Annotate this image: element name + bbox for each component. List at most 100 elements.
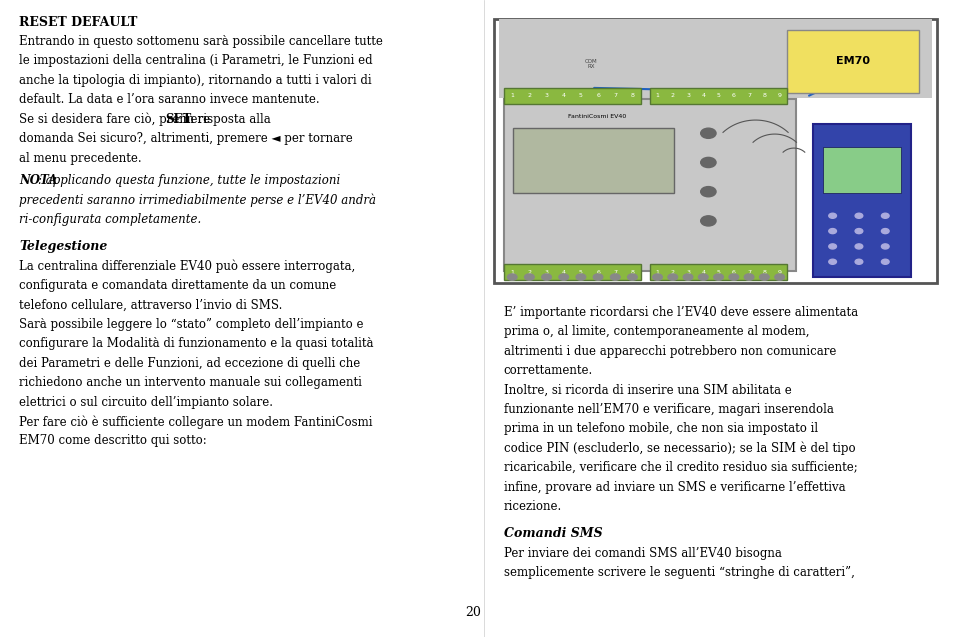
Text: 5: 5 (716, 93, 721, 98)
Circle shape (701, 187, 716, 197)
Text: codice PIN (escluderlo, se necessario); se la SIM è del tipo: codice PIN (escluderlo, se necessario); … (504, 441, 855, 455)
Circle shape (881, 259, 889, 264)
Circle shape (699, 274, 708, 280)
Text: 4: 4 (562, 93, 565, 98)
Circle shape (881, 244, 889, 249)
Text: altrimenti i due apparecchi potrebbero non comunicare: altrimenti i due apparecchi potrebbero n… (504, 345, 836, 357)
Bar (514, 128, 674, 194)
Text: in risposta alla: in risposta alla (179, 113, 271, 125)
Circle shape (524, 274, 534, 280)
Circle shape (828, 244, 836, 249)
Text: 3: 3 (686, 270, 690, 275)
Text: correttamente.: correttamente. (504, 364, 593, 377)
Text: 2: 2 (671, 93, 675, 98)
Text: 6: 6 (732, 93, 735, 98)
Circle shape (611, 274, 620, 280)
Text: semplicemente scrivere le seguenti “stringhe di caratteri”,: semplicemente scrivere le seguenti “stri… (504, 566, 854, 579)
Text: Per inviare dei comandi SMS all’EV40 bisogna: Per inviare dei comandi SMS all’EV40 bis… (504, 547, 781, 559)
Circle shape (828, 229, 836, 234)
Text: 8: 8 (762, 93, 766, 98)
Text: Inoltre, si ricorda di inserire una SIM abilitata e: Inoltre, si ricorda di inserire una SIM … (504, 383, 791, 396)
Text: 6: 6 (732, 270, 735, 275)
Circle shape (684, 274, 693, 280)
Text: le impostazioni della centralina (i Parametri, le Funzioni ed: le impostazioni della centralina (i Para… (19, 55, 372, 68)
Circle shape (855, 213, 863, 218)
Text: 7: 7 (613, 270, 617, 275)
Circle shape (653, 274, 662, 280)
Text: ricaricabile, verificare che il credito residuo sia sufficiente;: ricaricabile, verificare che il credito … (504, 461, 857, 474)
Text: anche la tipologia di impianto), ritornando a tutti i valori di: anche la tipologia di impianto), ritorna… (19, 74, 372, 87)
Text: 9: 9 (778, 270, 781, 275)
Text: : applicando questa funzione, tutte le impostazioni: : applicando questa funzione, tutte le i… (37, 174, 340, 187)
Text: 2: 2 (527, 270, 532, 275)
Bar (504, 264, 641, 280)
Text: 8: 8 (762, 270, 766, 275)
Text: 5: 5 (579, 270, 583, 275)
Text: Entrando in questo sottomenu sarà possibile cancellare tutte: Entrando in questo sottomenu sarà possib… (19, 35, 383, 48)
Text: default. La data e l’ora saranno invece mantenute.: default. La data e l’ora saranno invece … (19, 93, 320, 106)
Circle shape (541, 274, 551, 280)
Text: Per fare ciò è sufficiente collegare un modem FantiniCosmi: Per fare ciò è sufficiente collegare un … (19, 415, 372, 429)
Text: dei Parametri e delle Funzioni, ad eccezione di quelli che: dei Parametri e delle Funzioni, ad eccez… (19, 357, 360, 369)
Text: EM70: EM70 (836, 57, 870, 66)
Text: RESET DEFAULT: RESET DEFAULT (19, 16, 137, 29)
Circle shape (881, 213, 889, 218)
Text: Sarà possibile leggere lo “stato” completo dell’impianto e: Sarà possibile leggere lo “stato” comple… (19, 318, 364, 331)
Circle shape (855, 229, 863, 234)
Text: E’ importante ricordarsi che l’EV40 deve essere alimentata: E’ importante ricordarsi che l’EV40 deve… (504, 306, 857, 318)
Text: Telegestione: Telegestione (19, 240, 108, 253)
Text: 8: 8 (631, 270, 635, 275)
Bar (650, 88, 787, 104)
Text: funzionante nell’EM70 e verificare, magari inserendola: funzionante nell’EM70 e verificare, maga… (504, 403, 833, 416)
Text: prima in un telefono mobile, che non sia impostato il: prima in un telefono mobile, che non sia… (504, 422, 818, 435)
Text: 1: 1 (656, 270, 660, 275)
Bar (504, 99, 796, 271)
Text: 7: 7 (747, 93, 751, 98)
Text: ricezione.: ricezione. (504, 500, 562, 513)
Text: infine, provare ad inviare un SMS e verificarne l’effettiva: infine, provare ad inviare un SMS e veri… (504, 480, 845, 494)
Circle shape (628, 274, 637, 280)
Text: 8: 8 (631, 93, 635, 98)
Circle shape (508, 274, 517, 280)
Text: 2: 2 (527, 93, 532, 98)
Circle shape (775, 274, 784, 280)
Text: domanda Sei sicuro?, altrimenti, premere ◄ per tornare: domanda Sei sicuro?, altrimenti, premere… (19, 132, 353, 145)
Text: EM70 come descritto qui sotto:: EM70 come descritto qui sotto: (19, 434, 207, 447)
Text: telefono cellulare, attraverso l’invio di SMS.: telefono cellulare, attraverso l’invio d… (19, 298, 282, 311)
Circle shape (855, 244, 863, 249)
Text: 1: 1 (511, 93, 515, 98)
Text: 3: 3 (686, 93, 690, 98)
Text: Comandi SMS: Comandi SMS (504, 527, 602, 540)
Bar (786, 30, 920, 93)
Circle shape (729, 274, 738, 280)
Text: NOTA: NOTA (19, 174, 58, 187)
Bar (504, 88, 641, 104)
Text: Se si desidera fare ciò, premere: Se si desidera fare ciò, premere (19, 113, 214, 126)
Text: 4: 4 (702, 270, 706, 275)
Circle shape (701, 128, 716, 138)
Text: precedenti saranno irrimediabilmente perse e l’EV40 andrà: precedenti saranno irrimediabilmente per… (19, 194, 376, 207)
Text: configurare la Modalità di funzionamento e la quasi totalità: configurare la Modalità di funzionamento… (19, 337, 373, 350)
Text: SET: SET (165, 113, 191, 125)
Circle shape (881, 229, 889, 234)
Text: 1: 1 (511, 270, 515, 275)
Circle shape (828, 259, 836, 264)
Circle shape (576, 274, 586, 280)
Text: richiedono anche un intervento manuale sui collegamenti: richiedono anche un intervento manuale s… (19, 376, 362, 389)
Text: 6: 6 (596, 93, 600, 98)
Text: elettrici o sul circuito dell’impianto solare.: elettrici o sul circuito dell’impianto s… (19, 396, 274, 408)
Circle shape (855, 259, 863, 264)
Text: 9: 9 (778, 93, 781, 98)
Bar (650, 264, 787, 280)
Text: 1: 1 (656, 93, 660, 98)
Circle shape (701, 216, 716, 226)
Bar (494, 19, 937, 283)
Text: 20: 20 (465, 606, 481, 619)
Text: 2: 2 (671, 270, 675, 275)
Circle shape (559, 274, 568, 280)
Text: 5: 5 (579, 93, 583, 98)
Circle shape (593, 274, 603, 280)
Text: COM
RX: COM RX (585, 59, 598, 69)
Circle shape (828, 213, 836, 218)
Text: 4: 4 (562, 270, 565, 275)
